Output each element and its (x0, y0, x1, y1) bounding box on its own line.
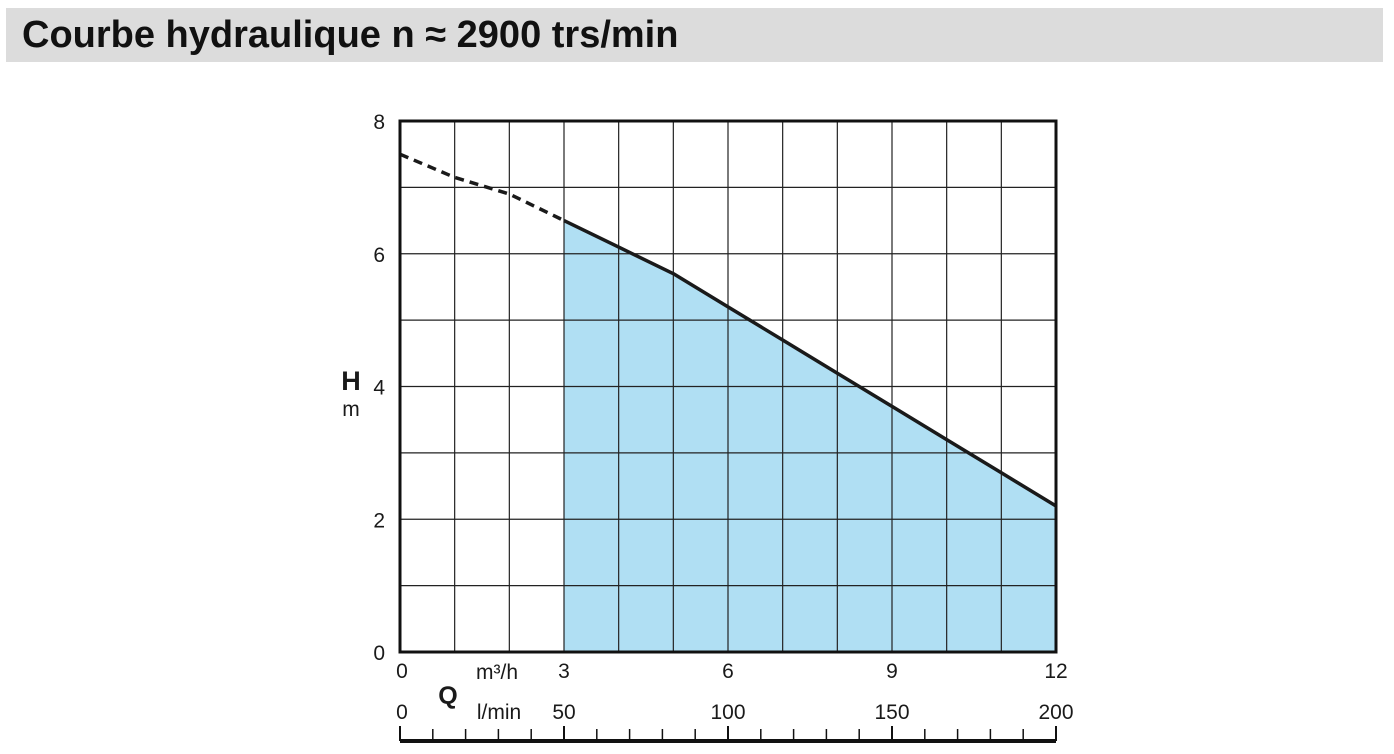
y-tick-label: 2 (373, 509, 385, 532)
grid-group (400, 121, 1056, 652)
x-tick-label-secondary: 50 (552, 701, 575, 724)
curve-group (399, 152, 1057, 508)
y-tick-label: 4 (373, 377, 385, 400)
y-tick-label: 8 (373, 111, 385, 134)
axis-label-group: 0 2 4 6 8 Hm 0 3 6 9 12 m³/h 0 50 100 150 200 l/min Q (341, 111, 1073, 724)
x-unit-secondary: l/min (477, 701, 521, 724)
x-tick-label-secondary: 150 (874, 701, 909, 724)
chart-title-bar: Courbe hydraulique n ≈ 2900 trs/min (6, 8, 1383, 62)
frame-group (398, 119, 1058, 654)
x-tick-label-primary: 3 (558, 660, 570, 683)
x-tick-label-primary: 12 (1044, 660, 1067, 683)
curve-solid-segment (563, 218, 1057, 508)
y-tick-label: 0 (373, 642, 385, 665)
x-tick-label-primary: 0 (396, 660, 408, 683)
chart-title: Courbe hydraulique n ≈ 2900 trs/min (22, 14, 679, 56)
operating-range-area-group (564, 220, 1056, 652)
x-tick-label-secondary: 200 (1038, 701, 1073, 724)
x-tick-label-primary: 6 (722, 660, 734, 683)
x-axis-label: Q (438, 682, 457, 710)
x-tick-label-secondary: 100 (710, 701, 745, 724)
y-axis-unit: m (342, 398, 360, 421)
x-tick-label-secondary: 0 (396, 701, 408, 724)
y-axis-label: H (341, 366, 361, 396)
plot-frame (398, 119, 1058, 654)
secondary-scale-group (399, 726, 1057, 743)
x-tick-label-primary: 9 (886, 660, 898, 683)
x-unit-primary: m³/h (476, 661, 518, 684)
operating-range-fill (564, 220, 1056, 652)
y-tick-label: 6 (373, 244, 385, 267)
